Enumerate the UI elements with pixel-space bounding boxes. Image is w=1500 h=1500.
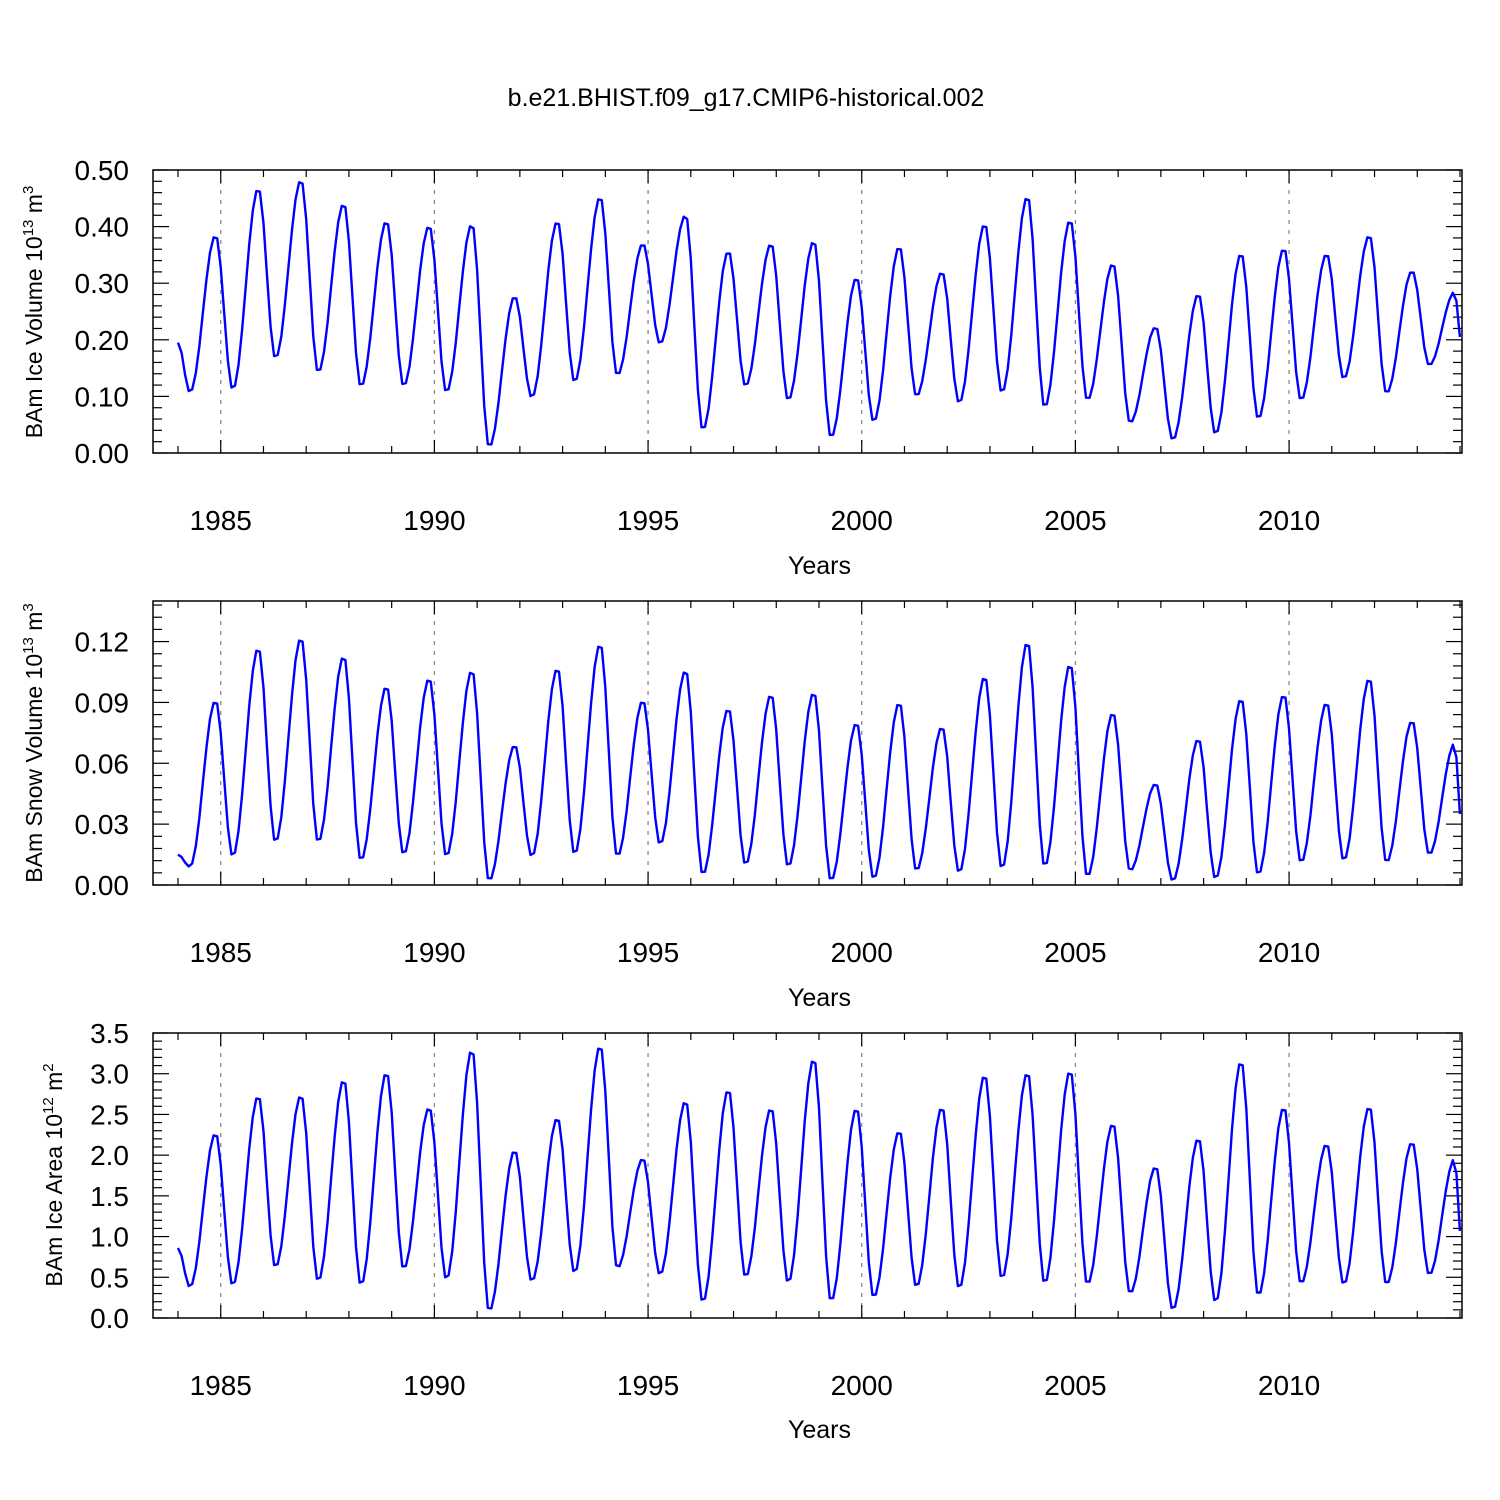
x-tick-label: 2000 [831,505,893,536]
x-tick-label: 2010 [1258,937,1320,968]
y-axis-label-text: BAm Ice Volume 10 [21,236,47,438]
x-tick-label: 1990 [403,505,465,536]
y-tick-label: 1.5 [90,1181,129,1212]
y-tick-label: 0.30 [75,268,130,299]
series-line-ice-area [176,1047,1462,1310]
y-axis-label-text: BAm Ice Area 10 [41,1114,67,1287]
y-axis-label-unit-exponent: 3 [20,603,37,611]
y-axis-label-exponent: 13 [20,220,37,237]
y-tick-label: 0.5 [90,1262,129,1293]
x-tick-label: 1995 [617,1370,679,1401]
x-tick-label: 2000 [831,937,893,968]
panel-snow-volume: 0.00 0.03 0.06 0.09 0.12 1985 1990 1995 2000 2005… [20,600,1463,1012]
y-tick-label: 0.10 [75,381,130,412]
x-tick-label: 1990 [403,1370,465,1401]
x-axis-label: Years [788,1416,851,1444]
y-axis-label-unit: m [41,1072,67,1098]
y-axis-label-unit: m [21,194,47,220]
y-tick-label: 0.0 [90,1303,129,1334]
plot-frame [152,600,1463,886]
x-tick-label: 1995 [617,505,679,536]
y-axis-label-unit-exponent: 3 [20,186,37,194]
y-tick-label: 0.00 [75,870,130,901]
x-tick-label: 1985 [190,937,252,968]
y-tick-label: 0.12 [75,627,130,658]
panel-ice-volume: 0.00 0.10 0.20 0.30 0.40 0.50 1985 1990 1995 2000… [20,155,1463,580]
y-tick-label: 3.0 [90,1059,129,1090]
x-tick-label: 2005 [1044,937,1106,968]
x-tick-label: 2005 [1044,1370,1106,1401]
y-axis-label-text: BAm Snow Volume 10 [21,654,47,883]
figure-title: b.e21.BHIST.f09_g17.CMIP6-historical.002 [508,84,985,112]
x-tick-label: 2010 [1258,1370,1320,1401]
y-tick-label: 0.40 [75,212,130,243]
x-axis-label: Years [788,984,851,1012]
y-tick-label: 0.09 [75,687,130,718]
y-axis-label: BAm Ice Area 1012 m2 [40,1063,67,1286]
y-tick-label: 0.20 [75,325,130,356]
x-tick-label: 2010 [1258,505,1320,536]
y-tick-label: 0.03 [75,809,130,840]
y-tick-label: 2.0 [90,1140,129,1171]
x-tick-label: 1985 [190,505,252,536]
y-axis-label: BAm Snow Volume 1013 m3 [20,603,47,882]
plot-frame [152,1032,1463,1319]
panel-ice-area: 0.0 0.5 1.0 1.5 2.0 2.5 3.0 3.5 1985 1990 1995 2000… [40,1018,1463,1444]
x-tick-label: 1985 [190,1370,252,1401]
y-axis-label-unit: m [21,612,47,638]
plot-frame [152,169,1463,454]
y-tick-label: 3.5 [90,1018,129,1049]
y-axis-label-exponent: 13 [20,637,37,654]
x-axis-label: Years [788,552,851,580]
y-axis-label-unit-exponent: 2 [40,1063,57,1071]
y-tick-label: 0.50 [75,155,130,186]
x-tick-label: 2000 [831,1370,893,1401]
y-axis-label: BAm Ice Volume 1013 m3 [20,186,47,439]
y-tick-label: 0.06 [75,748,130,779]
y-tick-label: 1.0 [90,1222,129,1253]
y-tick-label: 2.5 [90,1099,129,1130]
y-tick-label: 0.00 [75,438,130,469]
series-line-snow-volume [177,639,1462,881]
y-axis-label-exponent: 12 [40,1097,57,1114]
series-line-ice-volume [176,181,1462,446]
x-tick-label: 1990 [403,937,465,968]
x-tick-label: 1995 [617,937,679,968]
x-tick-label: 2005 [1044,505,1106,536]
